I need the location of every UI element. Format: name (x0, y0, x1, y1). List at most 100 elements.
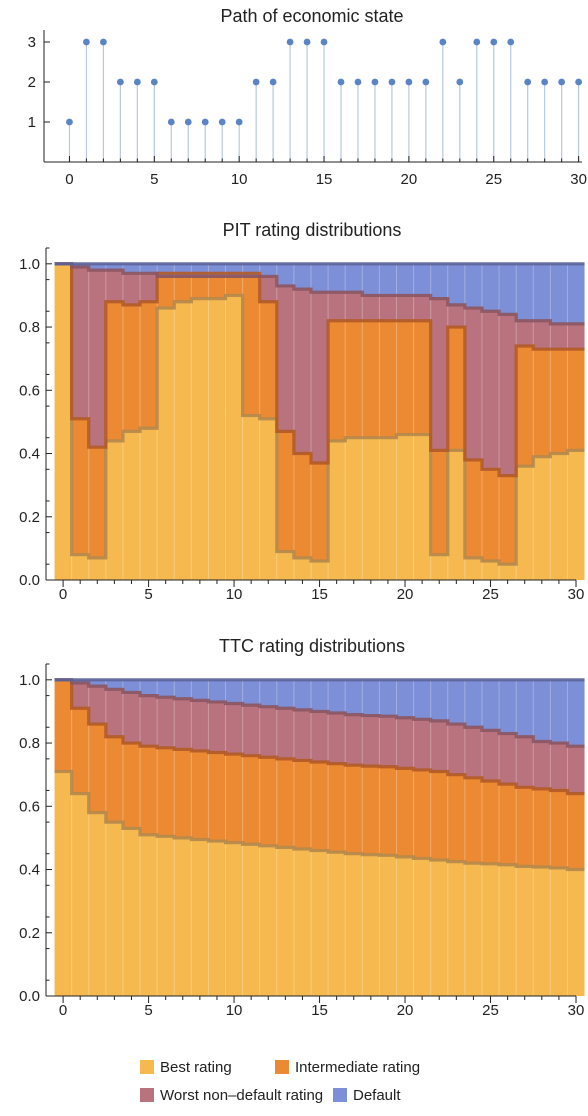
state-point-10 (235, 118, 243, 126)
legend-label-2: Worst non–default rating (160, 1087, 323, 1104)
p2-worst-area (54, 263, 585, 476)
state-point-19 (388, 78, 396, 86)
p3-x-tick-label-0: 0 (59, 1002, 67, 1019)
state-x-tick-label-10: 10 (231, 171, 248, 188)
legend-swatch-0 (140, 1060, 154, 1074)
state-point-22 (439, 38, 447, 46)
state-y-tick-label-3: 3 (28, 34, 36, 51)
ttc-axes: 0.0 0.2 0.4 0.6 0.8 1.0 0 5 10 15 20 25 30 (19, 663, 584, 1019)
p3-best-boundary (54, 769, 585, 872)
state-point-8 (201, 118, 209, 126)
p3-worst-area (54, 679, 585, 794)
p2-x-tick-label-25: 25 (482, 586, 499, 603)
state-point-23 (456, 78, 464, 86)
state-point-30 (575, 78, 583, 86)
state-point-24 (473, 38, 481, 46)
pit-areas (54, 263, 585, 580)
state-point-13 (286, 38, 294, 46)
p3-worst-boundary (54, 678, 585, 748)
p3-y-tick-label-4: 0.8 (19, 735, 40, 752)
state-point-3 (116, 78, 124, 86)
p3-y-tick-label-1: 0.2 (19, 925, 40, 942)
ttc-column-lines (71, 679, 568, 996)
pit-axes: 0.0 0.2 0.4 0.6 0.8 1.0 0 5 10 15 20 25 30 (19, 247, 584, 603)
p2-best-area (54, 263, 585, 580)
state-point-18 (371, 78, 379, 86)
p2-y-tick-label-4: 0.8 (19, 319, 40, 336)
p2-best-boundary (54, 262, 585, 566)
economic-state-title: Path of economic state (220, 6, 403, 26)
legend-label-1: Intermediate rating (295, 1059, 420, 1076)
state-y-tick-label-1: 1 (28, 114, 36, 131)
state-point-4 (133, 78, 141, 86)
p3-intermediate-area (54, 679, 585, 870)
p3-x-tick-label-5: 5 (144, 1002, 152, 1019)
p2-y-tick-label-2: 0.4 (19, 446, 40, 463)
pit-title: PIT rating distributions (223, 220, 402, 240)
p2-x-tick-label-15: 15 (311, 586, 328, 603)
ttc-areas (54, 679, 585, 996)
state-x-tick-label-30: 30 (570, 171, 587, 188)
p3-y-tick-label-0: 0.0 (19, 988, 40, 1005)
state-point-7 (184, 118, 192, 126)
legend-swatch-2 (140, 1088, 154, 1102)
state-point-26 (507, 38, 515, 46)
state-point-15 (320, 38, 328, 46)
state-point-0 (66, 118, 73, 126)
p3-y-tick-label-5: 1.0 (19, 672, 40, 689)
p2-y-tick-label-1: 0.2 (19, 509, 40, 526)
state-point-5 (150, 78, 158, 86)
state-y-tick-label-2: 2 (28, 74, 36, 91)
economic-state-points (66, 38, 583, 126)
p2-worst-boundary (54, 262, 585, 326)
state-point-29 (558, 78, 566, 86)
state-x-tick-label-5: 5 (150, 171, 158, 188)
p3-x-tick-label-25: 25 (482, 1002, 499, 1019)
p3-y-tick-label-2: 0.4 (19, 862, 40, 879)
state-point-11 (252, 78, 260, 86)
p2-intermediate-area (54, 263, 585, 565)
p3-default-area (54, 679, 585, 747)
p3-x-tick-label-10: 10 (226, 1002, 243, 1019)
state-point-12 (269, 78, 277, 86)
legend-label-3: Default (353, 1087, 401, 1104)
legend-swatch-1 (275, 1060, 289, 1074)
state-point-14 (303, 38, 311, 46)
p2-x-tick-label-5: 5 (144, 586, 152, 603)
state-point-25 (490, 38, 498, 46)
p3-x-tick-label-15: 15 (311, 1002, 328, 1019)
pit-chart: PIT rating distributions 0.0 0.2 0.4 0.6 0.8… (19, 220, 585, 603)
pit-boundary-lines (54, 262, 585, 566)
ttc-boundary-lines (54, 678, 585, 872)
p2-x-tick-label-0: 0 (59, 586, 67, 603)
legend: Best rating Intermediate rating Worst non–… (140, 1059, 420, 1104)
p3-y-tick-label-3: 0.6 (19, 798, 40, 815)
state-point-2 (100, 38, 107, 46)
p2-y-tick-label-5: 1.0 (19, 256, 40, 273)
p3-intermediate-boundary (54, 678, 585, 796)
state-point-16 (337, 78, 345, 86)
state-point-9 (218, 118, 226, 126)
state-point-28 (541, 78, 549, 86)
state-point-27 (524, 78, 532, 86)
state-x-tick-label-20: 20 (401, 171, 418, 188)
state-point-17 (354, 78, 362, 86)
p3-best-area (54, 771, 585, 996)
state-x-tick-label-0: 0 (65, 171, 73, 188)
p3-x-tick-label-20: 20 (397, 1002, 414, 1019)
ttc-chart: TTC rating distributions 0.0 0.2 0.4 0.6 0.8… (19, 636, 585, 1019)
state-x-tick-label-15: 15 (316, 171, 333, 188)
economic-state-stems (68, 42, 580, 162)
p2-intermediate-boundary (54, 262, 585, 478)
p2-x-tick-label-10: 10 (226, 586, 243, 603)
ttc-title: TTC rating distributions (219, 636, 405, 656)
legend-swatch-3 (333, 1088, 347, 1102)
legend-label-0: Best rating (160, 1059, 232, 1076)
state-point-21 (422, 78, 430, 86)
state-point-1 (83, 38, 90, 46)
p2-y-tick-label-3: 0.6 (19, 382, 40, 399)
state-point-20 (405, 78, 413, 86)
